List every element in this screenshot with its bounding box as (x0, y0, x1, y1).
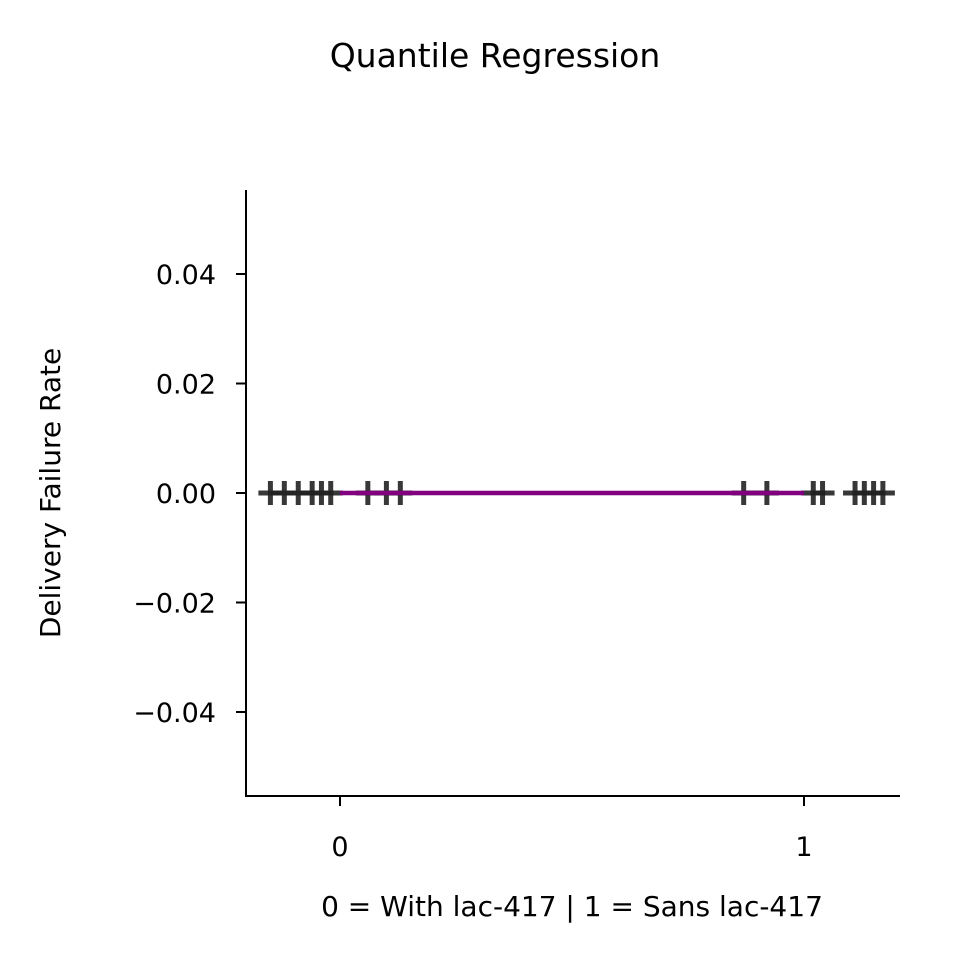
y-axis-label: Delivery Failure Rate (34, 348, 67, 638)
y-tick-label: 0.00 (156, 479, 216, 510)
y-tick-label: 0.02 (156, 370, 216, 401)
x-tick-label: 1 (795, 832, 812, 863)
data-point (810, 481, 835, 505)
axis-ticks: 0.04 0.02 0.00 −0.02 −0.04 0 1 (133, 260, 812, 863)
plot-area (258, 481, 895, 505)
data-point (870, 481, 895, 505)
x-axis-label: 0 = With lac-417 | 1 = Sans lac-417 (321, 890, 823, 923)
y-tick-label: −0.04 (133, 698, 216, 729)
x-tick-label: 0 (331, 832, 348, 863)
y-tick-label: −0.02 (133, 589, 216, 620)
chart-title: Quantile Regression (330, 36, 661, 75)
y-tick-label: 0.04 (156, 260, 216, 291)
data-point (318, 481, 343, 505)
